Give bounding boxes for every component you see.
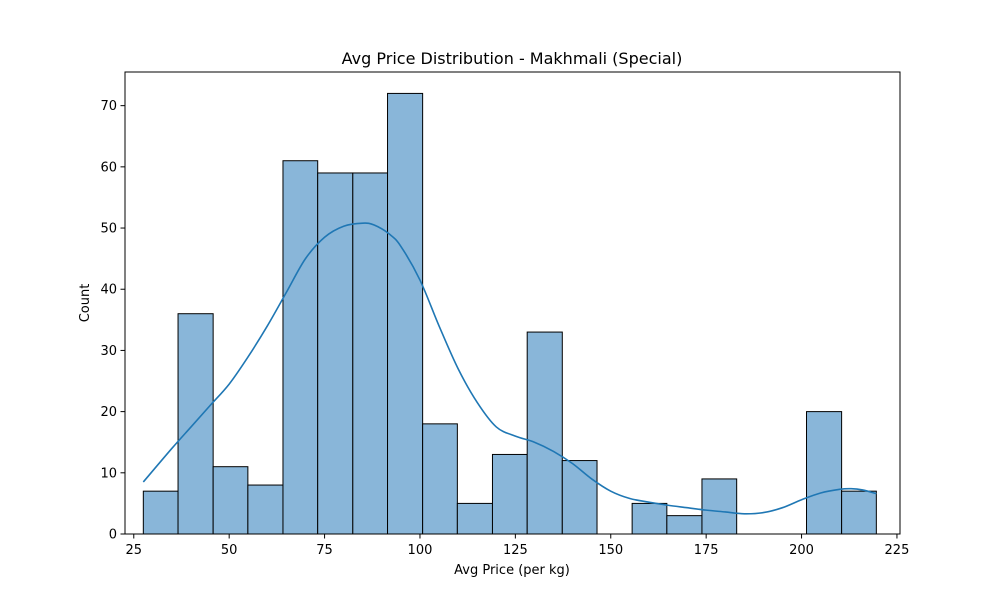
histogram-bar-7	[387, 92, 424, 535]
y-axis-ticks: 0 10 20 30 40 50 60 70	[100, 99, 125, 543]
x-axis-ticks: 25 50 75 100 125 150 175 200 225	[126, 534, 910, 558]
x-tick-label: 225	[885, 543, 910, 558]
histogram-bar-2	[212, 466, 249, 535]
x-tick-label: 50	[221, 543, 238, 558]
y-tick-label: 60	[100, 160, 117, 175]
x-tick-label: 100	[408, 543, 433, 558]
y-tick-label: 0	[109, 528, 117, 543]
bars-group	[142, 92, 877, 535]
histogram-bar-20	[841, 490, 877, 535]
histogram-bar-15	[666, 515, 703, 535]
histogram-bar-14	[631, 502, 668, 535]
x-tick-label: 125	[503, 543, 528, 558]
y-tick-label: 70	[100, 99, 117, 114]
histogram-bar-8	[422, 423, 458, 535]
y-tick-label: 30	[100, 344, 117, 359]
y-tick-label: 50	[100, 222, 117, 237]
x-tick-label: 200	[789, 543, 814, 558]
y-axis-label: Count	[78, 284, 93, 323]
histogram-bar-1	[177, 313, 214, 535]
histogram-bar-16	[701, 478, 738, 535]
y-tick-label: 20	[100, 405, 117, 420]
histogram-bar-3	[247, 484, 284, 535]
histogram-bar-11	[526, 331, 563, 535]
y-tick-label: 40	[100, 283, 117, 298]
plot-frame	[124, 71, 901, 535]
chart-title: Avg Price Distribution - Makhmali (Speci…	[342, 49, 683, 68]
x-tick-label: 175	[694, 543, 719, 558]
x-tick-label: 75	[316, 543, 333, 558]
y-tick-label: 10	[100, 466, 117, 481]
histogram-bar-19	[806, 411, 843, 535]
kde-line	[142, 222, 877, 515]
x-tick-label: 150	[598, 543, 623, 558]
histogram-bar-9	[456, 502, 493, 535]
kde-group	[142, 222, 877, 515]
histogram-bar-12	[561, 460, 598, 535]
x-tick-label: 25	[126, 543, 143, 558]
histogram-bar-4	[282, 160, 319, 535]
histogram-bar-0	[142, 490, 179, 535]
histogram-bar-5	[317, 172, 354, 535]
histogram-bar-10	[491, 453, 528, 535]
histogram-bar-6	[352, 172, 389, 535]
x-axis-label: Avg Price (per kg)	[454, 563, 570, 578]
